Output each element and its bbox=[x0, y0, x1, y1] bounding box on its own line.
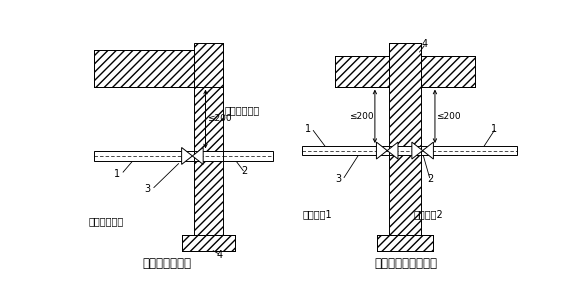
Polygon shape bbox=[181, 148, 192, 164]
Polygon shape bbox=[192, 148, 203, 164]
Text: 防护单元1: 防护单元1 bbox=[302, 209, 332, 219]
Text: 防空地下室内: 防空地下室内 bbox=[88, 217, 123, 226]
Bar bbox=[421, 56, 475, 87]
Text: 4: 4 bbox=[216, 250, 222, 260]
Text: 管道从侧墙出入: 管道从侧墙出入 bbox=[143, 257, 191, 270]
Text: ≤200: ≤200 bbox=[207, 114, 232, 124]
Bar bbox=[94, 151, 194, 160]
Text: 3: 3 bbox=[335, 174, 341, 184]
Bar bbox=[302, 146, 389, 155]
Bar bbox=[389, 43, 421, 251]
Text: 管道从相邻单元引入: 管道从相邻单元引入 bbox=[374, 257, 437, 270]
Text: 防护单元2: 防护单元2 bbox=[414, 209, 443, 219]
Polygon shape bbox=[387, 142, 398, 159]
Text: 1: 1 bbox=[491, 124, 497, 134]
Bar bbox=[335, 56, 389, 87]
Text: 1: 1 bbox=[305, 124, 311, 134]
Polygon shape bbox=[376, 142, 387, 159]
Text: 3: 3 bbox=[144, 184, 151, 194]
Text: 防空地下室外: 防空地下室外 bbox=[225, 105, 260, 115]
Bar bbox=[421, 146, 517, 155]
Bar bbox=[183, 235, 235, 251]
Polygon shape bbox=[422, 142, 433, 159]
Text: 2: 2 bbox=[427, 174, 433, 184]
Text: ≤200: ≤200 bbox=[436, 112, 461, 121]
Bar bbox=[377, 235, 433, 251]
Bar bbox=[94, 50, 194, 87]
Bar bbox=[194, 151, 223, 160]
Text: ≤200: ≤200 bbox=[349, 112, 373, 121]
Polygon shape bbox=[412, 142, 422, 159]
Text: 4: 4 bbox=[422, 39, 428, 49]
Bar bbox=[194, 43, 223, 251]
Text: 2: 2 bbox=[241, 166, 247, 176]
Bar bbox=[389, 146, 421, 155]
Text: 1: 1 bbox=[114, 169, 120, 179]
Bar bbox=[223, 151, 273, 160]
